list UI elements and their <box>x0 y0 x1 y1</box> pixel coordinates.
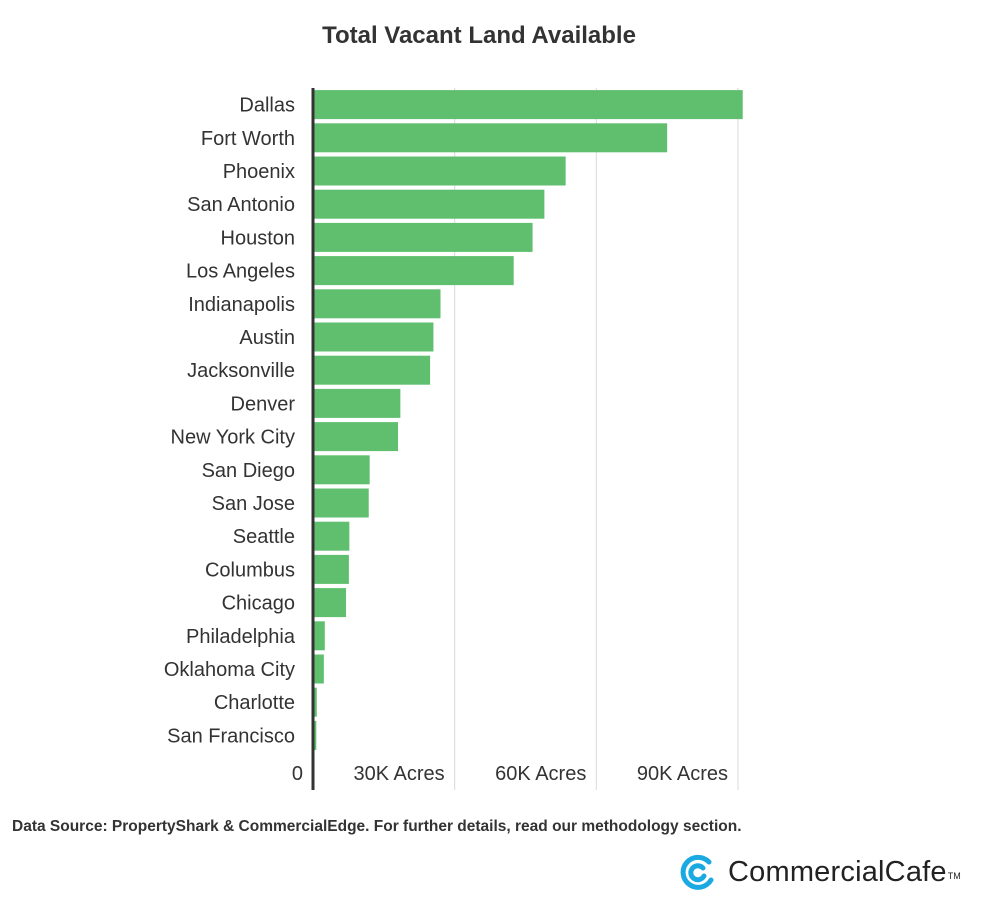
category-label: Columbus <box>205 559 295 581</box>
bar-philadelphia <box>313 621 325 651</box>
bar-dallas <box>313 90 743 120</box>
category-label: Oklahoma City <box>164 659 295 681</box>
category-label: Jacksonville <box>187 360 295 382</box>
category-label: Los Angeles <box>186 261 295 283</box>
logo-trademark: TM <box>947 871 961 881</box>
category-label: San Diego <box>202 460 295 482</box>
bar-phoenix <box>313 156 566 186</box>
bar-austin <box>313 322 434 352</box>
bar-san-jose <box>313 488 369 518</box>
category-label: Seattle <box>233 526 295 548</box>
logo-wordmark: CommercialCafe <box>728 855 947 888</box>
category-label: Dallas <box>239 95 295 117</box>
bar-new-york-city <box>313 422 398 452</box>
bar-san-francisco <box>313 720 317 750</box>
category-label: San Francisco <box>167 725 295 747</box>
category-label: Phoenix <box>223 161 295 183</box>
category-label: San Jose <box>212 493 295 515</box>
bar-indianapolis <box>313 289 441 319</box>
category-label: Chicago <box>222 593 295 615</box>
bar-jacksonville <box>313 355 431 385</box>
bar-fort-worth <box>313 123 668 153</box>
bar-chicago <box>313 588 347 618</box>
bar-san-antonio <box>313 189 545 219</box>
category-label: Houston <box>221 227 296 249</box>
bar-houston <box>313 222 533 252</box>
commercialcafe-logo-icon <box>680 854 714 890</box>
bar-charlotte <box>313 687 317 717</box>
bar-denver <box>313 388 401 418</box>
commercialcafe-logo[interactable]: CommercialCafe TM <box>678 851 961 893</box>
bar-chart: Dallas Fort Worth Phoenix San Antonio Housto… <box>164 88 743 790</box>
x-tick-label: 90K Acres <box>637 763 728 785</box>
category-label: Denver <box>231 393 296 415</box>
x-tick-label: 0 <box>292 763 303 785</box>
chart-title: Total Vacant Land Available <box>322 22 636 49</box>
category-label: Charlotte <box>214 692 295 714</box>
x-tick-label: 30K Acres <box>353 763 444 785</box>
category-label: Austin <box>239 327 295 349</box>
category-label: Indianapolis <box>188 294 295 316</box>
category-label: San Antonio <box>187 194 295 216</box>
x-tick-label: 60K Acres <box>495 763 586 785</box>
bar-oklahoma-city <box>313 654 324 684</box>
bar-seattle <box>313 521 350 551</box>
category-label: Philadelphia <box>186 626 296 648</box>
data-source-note: Data Source: PropertyShark & CommercialE… <box>12 818 742 835</box>
bar-columbus <box>313 554 349 584</box>
bar-los-angeles <box>313 256 514 286</box>
category-label: Fort Worth <box>201 128 295 150</box>
category-label: New York City <box>171 427 296 449</box>
bar-san-diego <box>313 455 370 485</box>
